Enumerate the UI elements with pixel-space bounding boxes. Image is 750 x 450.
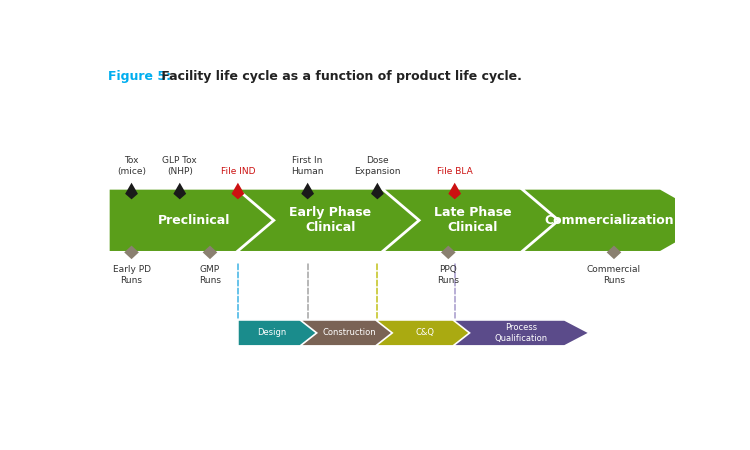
Text: Tox
(mice): Tox (mice) — [117, 157, 146, 176]
Text: Dose
Expansion: Dose Expansion — [354, 157, 401, 176]
Text: Construction: Construction — [322, 328, 376, 338]
Polygon shape — [300, 320, 398, 346]
Text: GMP
Runs: GMP Runs — [199, 266, 221, 285]
Text: GLP Tox
(NHP): GLP Tox (NHP) — [163, 157, 197, 176]
Text: Facility life cycle as a function of product life cycle.: Facility life cycle as a function of pro… — [157, 70, 521, 83]
Polygon shape — [448, 183, 461, 199]
Text: Design: Design — [257, 328, 286, 338]
Polygon shape — [238, 320, 322, 346]
Polygon shape — [236, 188, 425, 252]
Text: First In
Human: First In Human — [292, 157, 324, 176]
Polygon shape — [453, 320, 590, 346]
Text: C&Q: C&Q — [416, 328, 435, 338]
Text: Early PD
Runs: Early PD Runs — [112, 266, 151, 285]
Text: File IND: File IND — [220, 167, 255, 176]
Polygon shape — [441, 246, 456, 259]
Text: Late Phase
Clinical: Late Phase Clinical — [434, 206, 512, 234]
Polygon shape — [382, 188, 565, 252]
Polygon shape — [108, 188, 280, 252]
Text: Figure 5:: Figure 5: — [108, 70, 172, 83]
Polygon shape — [124, 246, 139, 259]
Polygon shape — [521, 188, 717, 252]
Text: Commercialization: Commercialization — [544, 214, 674, 227]
Polygon shape — [607, 246, 621, 259]
Polygon shape — [302, 183, 314, 199]
Polygon shape — [232, 183, 244, 199]
Text: Process
Qualification: Process Qualification — [494, 323, 548, 342]
Text: Early Phase
Clinical: Early Phase Clinical — [290, 206, 371, 234]
Polygon shape — [125, 183, 138, 199]
Text: Preclinical: Preclinical — [158, 214, 230, 227]
Polygon shape — [376, 320, 476, 346]
Polygon shape — [371, 183, 384, 199]
Text: Commercial
Runs: Commercial Runs — [587, 266, 641, 285]
Polygon shape — [173, 183, 186, 199]
Text: PPQ
Runs: PPQ Runs — [437, 266, 459, 285]
Polygon shape — [202, 246, 217, 259]
Text: File BLA: File BLA — [436, 167, 472, 176]
